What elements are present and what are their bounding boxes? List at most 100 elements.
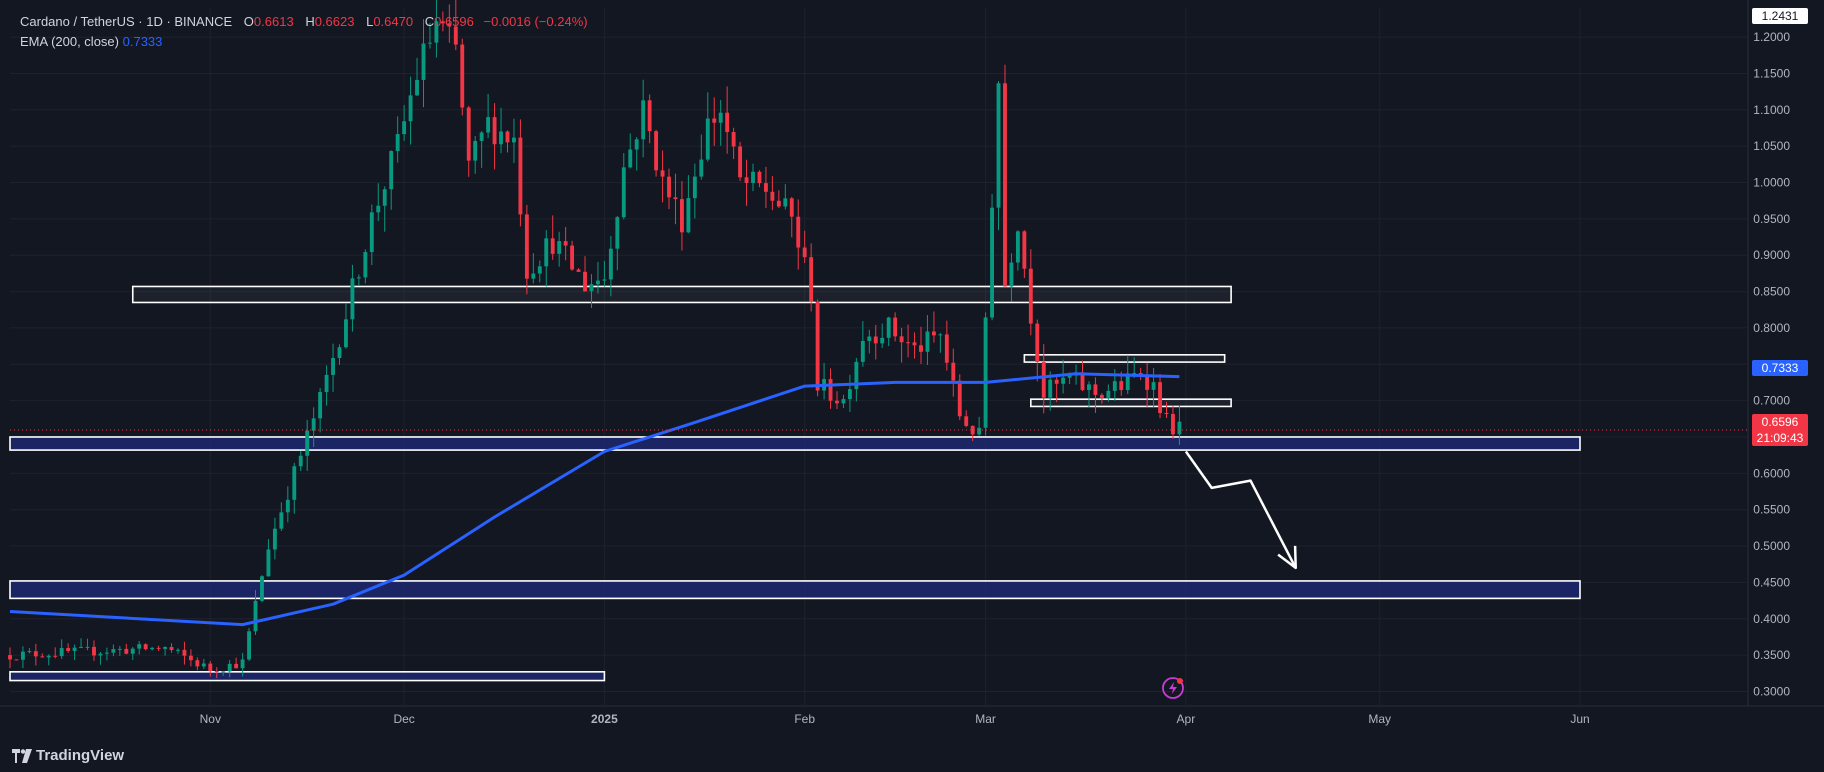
candle-body [705, 118, 710, 160]
candle-body [479, 132, 484, 141]
candle-body [292, 466, 297, 500]
zone-box-support [9, 436, 1581, 451]
event-marker-bolt [1168, 682, 1177, 694]
ema-200-line [9, 372, 1180, 627]
candle-body [828, 379, 833, 401]
low-value: 0.6470 [373, 14, 414, 29]
candle-body [240, 659, 245, 669]
candle-body [686, 198, 691, 233]
candle-body [712, 118, 717, 123]
candle-body [79, 646, 84, 648]
candle-body [1132, 373, 1137, 375]
candle-body [738, 146, 743, 178]
candle-body [621, 167, 626, 218]
candle-body [512, 137, 516, 143]
candle-body [499, 131, 503, 145]
candle-body [880, 337, 885, 344]
candle-body [318, 392, 323, 419]
candle-body [356, 277, 361, 279]
last-price-tag: 0.6596 21:09:43 [1752, 414, 1808, 446]
candle-body [285, 499, 290, 513]
candle-body [957, 380, 962, 417]
candle-body [1119, 381, 1124, 391]
candle-body [970, 425, 975, 435]
candle-body [679, 199, 684, 233]
projection-arrowhead [1277, 545, 1297, 570]
candle-body [117, 648, 122, 650]
candle-body [873, 336, 878, 344]
candle-body [854, 361, 859, 390]
candle-body [893, 317, 898, 337]
candle-body [253, 600, 258, 632]
candle-body [1099, 394, 1104, 398]
candle-body [563, 241, 568, 246]
candle-body [1164, 412, 1169, 414]
candle-body [395, 134, 400, 152]
candle-body [524, 214, 529, 279]
candle-body [1003, 83, 1007, 287]
candle-body [841, 399, 846, 404]
candle-body [944, 334, 949, 363]
candle-body [867, 336, 872, 341]
candle-body [98, 653, 103, 656]
x-tick-label: Apr [1177, 712, 1196, 726]
x-tick-label: Dec [393, 712, 414, 726]
ema-label[interactable]: EMA (200, close) [20, 34, 119, 49]
candle-body [208, 663, 213, 672]
candle-body [1106, 390, 1111, 398]
candle-body [660, 170, 665, 177]
event-marker-dot [1176, 678, 1183, 684]
candle-body [518, 137, 523, 215]
candle-body [440, 21, 445, 24]
candle-body [344, 319, 348, 348]
candle-body [1125, 373, 1130, 391]
candle-body [156, 647, 161, 649]
candle-body [104, 652, 109, 654]
candle-body [176, 649, 180, 651]
y-tick-label: 0.5500 [1753, 503, 1790, 517]
candle-body [570, 245, 575, 270]
zone-box-resistance [1023, 354, 1226, 363]
candle-body [1112, 381, 1117, 391]
legend-row-ema: EMA (200, close) 0.7333 [20, 32, 588, 52]
candle-body [363, 252, 368, 278]
chart-overlay [10, 429, 1748, 699]
chart-grid [0, 0, 1824, 707]
candlestick-series [8, 0, 1182, 679]
candle-body [305, 430, 310, 456]
close-value: 0.6596 [434, 14, 474, 29]
candle-body [143, 644, 148, 650]
time-axis[interactable]: Nov Dec 2025 Feb Mar Apr May Jun [200, 712, 1590, 726]
candle-body [163, 647, 167, 649]
candle-body [214, 671, 219, 673]
candle-body [809, 257, 814, 302]
close-label: C [424, 14, 435, 29]
candle-body [906, 342, 911, 344]
x-tick-label: 2025 [591, 712, 618, 726]
candle-body [1093, 384, 1098, 395]
candle-body [466, 107, 471, 161]
last-price-value: 0.6596 [1761, 415, 1799, 429]
x-tick-label: Nov [200, 712, 221, 726]
candle-body [1177, 421, 1182, 435]
legend-row-symbol: Cardano / TetherUS · 1D · BINANCE O0.661… [20, 12, 588, 32]
candle-body [537, 266, 542, 274]
x-tick-label: Feb [794, 712, 815, 726]
candle-body [1158, 382, 1162, 413]
candle-body [201, 663, 206, 667]
candle-body [835, 400, 839, 404]
candle-body [899, 336, 904, 343]
tradingview-logo[interactable]: TradingView [12, 747, 124, 764]
candle-body [14, 659, 19, 661]
candle-body [718, 112, 723, 123]
candle-body [731, 132, 736, 147]
candle-body [596, 280, 600, 285]
candle-body [544, 238, 549, 267]
candle-body [266, 549, 271, 577]
symbol-title[interactable]: Cardano / TetherUS · 1D · BINANCE [20, 14, 233, 29]
candle-body [996, 83, 1001, 208]
candle-body [428, 42, 432, 44]
candle-body [137, 644, 142, 649]
price-axis[interactable]: 1.2000 1.1500 1.1000 1.0500 1.0000 0.9500 0.90… [1753, 30, 1790, 698]
